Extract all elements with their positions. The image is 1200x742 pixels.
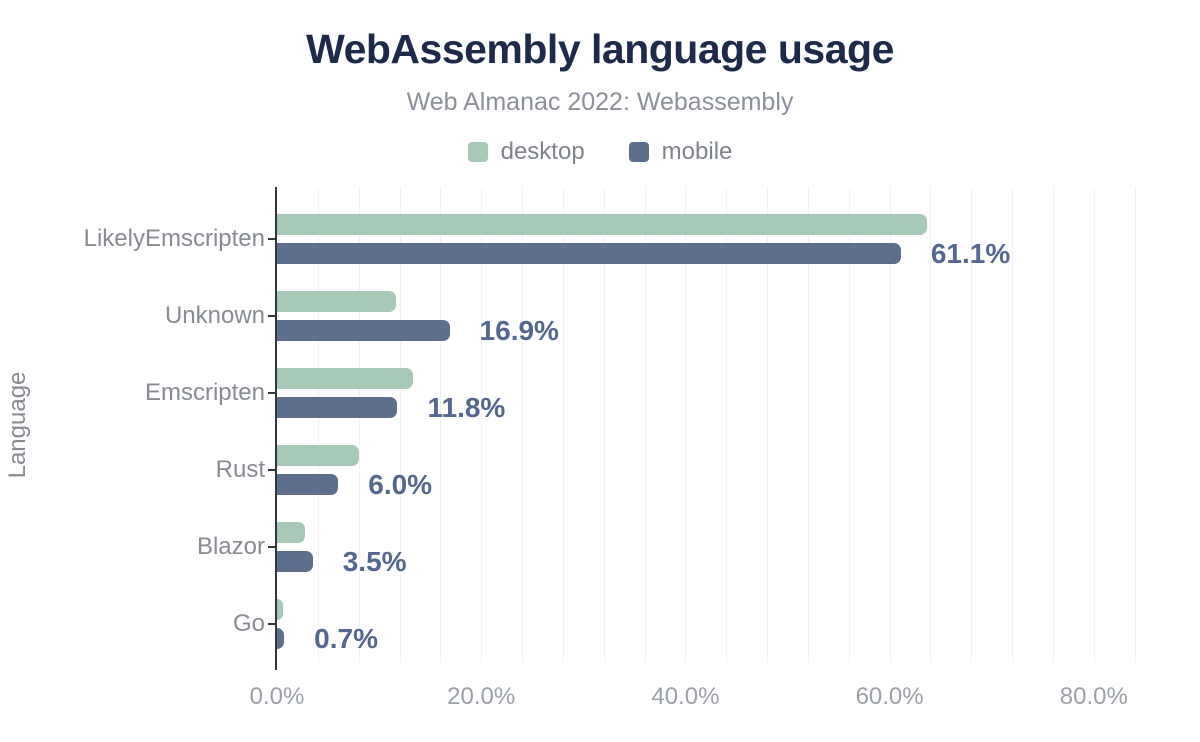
gridline [726, 187, 728, 663]
mobile-bar-emscripten[interactable] [277, 397, 398, 418]
legend: desktop mobile [0, 138, 1200, 166]
category-tick [268, 469, 275, 471]
desktop-bar-unknown[interactable] [277, 291, 397, 312]
x-axis-zero-tick [275, 663, 277, 670]
category-label-unknown: Unknown [164, 302, 265, 329]
data-label: 0.7% [314, 622, 378, 654]
chart-subtitle: Web Almanac 2022: Webassembly [406, 88, 794, 116]
gridline [971, 187, 973, 663]
legend-label: mobile [661, 138, 733, 165]
legend-swatch-icon [467, 142, 488, 162]
legend-item-desktop[interactable]: desktop [467, 138, 585, 166]
gridline [685, 187, 687, 663]
data-label: 6.0% [368, 468, 433, 500]
desktop-bar-emscripten[interactable] [277, 368, 413, 389]
gridline [644, 187, 646, 663]
category-tick [268, 392, 275, 394]
x-tick-label: 60.0% [855, 683, 924, 710]
mobile-bar-rust[interactable] [277, 474, 339, 495]
category-label-emscripten: Emscripten [144, 379, 265, 406]
gridline [889, 187, 891, 663]
gridline [603, 187, 605, 663]
category-tick [268, 546, 275, 548]
category-tick [268, 238, 275, 240]
category-tick [268, 315, 275, 317]
chart-title: WebAssembly language usage [306, 26, 894, 72]
mobile-bar-blazor[interactable] [277, 551, 313, 572]
category-tick [268, 623, 275, 625]
y-axis-line [275, 187, 277, 668]
gridline [930, 187, 932, 663]
gridline [807, 187, 809, 663]
gridline [358, 187, 360, 663]
gridline [848, 187, 850, 663]
x-tick-label: 20.0% [447, 683, 516, 710]
desktop-bar-likelyemscripten[interactable] [277, 214, 928, 235]
gridline [317, 187, 319, 663]
plot-area: 61.1% 16.9% 11.8% 6.0% 3.5% 0.7% [268, 187, 1152, 670]
data-label: 16.9% [479, 314, 559, 346]
gridline [440, 187, 442, 663]
category-label-go: Go [232, 610, 265, 637]
x-tick-label: 0.0% [249, 683, 305, 710]
mobile-bar-likelyemscripten[interactable] [277, 243, 901, 264]
gridline [522, 187, 524, 663]
x-tick-label: 80.0% [1059, 683, 1128, 710]
x-tick-label: 40.0% [651, 683, 720, 710]
legend-item-mobile[interactable]: mobile [628, 138, 733, 166]
desktop-bar-rust[interactable] [277, 445, 359, 466]
mobile-bar-unknown[interactable] [277, 320, 450, 341]
gridline [562, 187, 564, 663]
gridline [1134, 187, 1136, 663]
legend-label: desktop [500, 138, 585, 165]
gridline [1012, 187, 1014, 663]
gridline [767, 187, 769, 663]
gridline [399, 187, 401, 663]
desktop-bar-go[interactable] [277, 599, 284, 620]
gridline [1052, 187, 1054, 663]
category-label-blazor: Blazor [196, 533, 265, 560]
legend-swatch-icon [628, 142, 649, 162]
gridline [1093, 187, 1095, 663]
data-label: 61.1% [930, 237, 1011, 269]
category-label-rust: Rust [215, 456, 265, 483]
category-label-likelyemscripten: LikelyEmscripten [83, 225, 265, 252]
data-label: 11.8% [427, 391, 506, 423]
desktop-bar-blazor[interactable] [277, 522, 305, 543]
data-label: 3.5% [342, 545, 407, 577]
gridline [481, 187, 483, 663]
mobile-bar-go[interactable] [277, 628, 285, 649]
